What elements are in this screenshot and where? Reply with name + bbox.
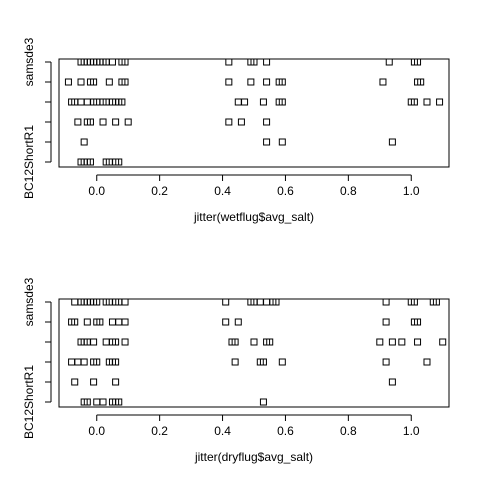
data-point [437,99,443,105]
data-point [78,99,84,105]
data-point [389,339,395,345]
data-point [238,119,244,125]
x-tick-label: 0.4 [214,184,231,198]
data-point [125,119,131,125]
x-tick-label: 0.8 [340,424,357,438]
data-point [122,339,128,345]
y-tick-label: samsde3 [22,37,36,86]
y-tick-label: samsde3 [22,277,36,326]
data-point [78,79,84,85]
data-point [223,299,229,305]
panel-1: 0.0 0.2 0.4 0.6 0.8 1.0 BC12ShortR1 samsde3 ji… [22,37,449,224]
data-point [415,339,421,345]
data-point [264,139,270,145]
x-tick-label: 0.0 [88,184,105,198]
data-point [103,339,109,345]
data-point [109,319,115,325]
data-point [94,399,100,405]
y-tick-label: BC12ShortR1 [22,125,36,199]
data-points [69,299,446,405]
data-point [75,119,81,125]
data-point [424,99,430,105]
data-point [232,359,238,365]
data-point [235,99,241,105]
data-point [72,299,78,305]
data-point [81,139,87,145]
data-point [226,79,232,85]
data-point [69,359,75,365]
x-tick-label: 0.6 [277,184,294,198]
data-point [91,379,97,385]
data-point [72,379,78,385]
data-point [424,359,430,365]
data-point [226,59,232,65]
data-point [81,359,87,365]
x-tick-label: 0.2 [151,184,168,198]
data-point [122,299,128,305]
x-tick-label: 1.0 [403,184,420,198]
data-point [260,399,266,405]
x-tick-label: 0.4 [214,424,231,438]
y-axis: BC12ShortR1 samsde3 [22,37,51,199]
data-point [122,319,128,325]
data-point [264,119,270,125]
plot-frame [59,59,449,167]
data-point [377,339,383,345]
data-point [279,359,285,365]
x-tick-label: 0.6 [277,424,294,438]
data-point [226,119,232,125]
data-point [113,379,119,385]
data-point [383,299,389,305]
data-point [264,299,270,305]
panel-2: 0.0 0.2 0.4 0.6 0.8 1.0 BC12ShortR1 samsde3 ji… [22,277,449,464]
data-point [65,79,71,85]
data-point [84,99,90,105]
data-point [106,79,112,85]
data-point [386,59,392,65]
data-point [223,319,229,325]
x-tick-label: 0.0 [88,424,105,438]
data-point [380,79,386,85]
data-point [440,339,446,345]
data-point [264,79,270,85]
x-tick-label: 0.8 [340,184,357,198]
x-axis: 0.0 0.2 0.4 0.6 0.8 1.0 [88,175,420,198]
data-point [113,119,119,125]
x-tick-label: 0.2 [151,424,168,438]
data-point [257,299,263,305]
data-point [109,59,115,65]
data-point [251,339,257,345]
data-point [399,339,405,345]
y-tick-label: BC12ShortR1 [22,365,36,439]
data-point [235,319,241,325]
data-point [242,99,248,105]
data-point [389,139,395,145]
data-points [65,59,442,165]
data-point [383,359,389,365]
data-point [75,359,81,365]
plot-frame [59,299,449,407]
data-point [260,99,266,105]
data-point [100,399,106,405]
x-axis: 0.0 0.2 0.4 0.6 0.8 1.0 [88,415,420,438]
x-tick-label: 1.0 [403,424,420,438]
data-point [389,379,395,385]
x-axis-label: jitter(dryflug$avg_salt) [194,450,313,464]
data-point [383,319,389,325]
y-axis: BC12ShortR1 samsde3 [22,277,51,439]
data-point [91,339,97,345]
x-axis-label: jitter(wetflug$avg_salt) [193,210,314,224]
data-point [116,319,122,325]
data-point [248,79,254,85]
data-point [264,59,270,65]
data-point [100,119,106,125]
data-point [279,139,285,145]
data-point [84,319,90,325]
